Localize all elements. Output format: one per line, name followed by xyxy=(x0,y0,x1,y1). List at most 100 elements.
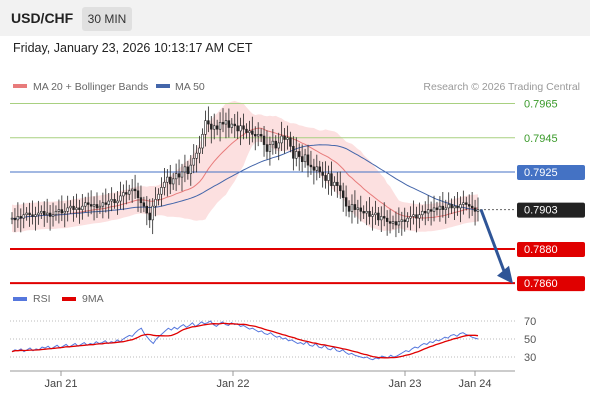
candle-body xyxy=(459,204,462,209)
candle-body xyxy=(113,199,116,204)
level-label-0.7880: 0.7880 xyxy=(524,244,558,256)
bollinger-bands xyxy=(12,100,478,233)
candle-body xyxy=(298,151,301,157)
candle-body xyxy=(321,171,324,176)
candle-body xyxy=(467,204,471,207)
candle-body xyxy=(110,199,113,202)
candle-body xyxy=(300,156,304,163)
candle-body xyxy=(25,212,28,216)
candle-body xyxy=(31,214,34,217)
candle-body xyxy=(424,211,427,214)
candle-body xyxy=(473,207,477,212)
candle-body xyxy=(438,205,442,210)
candle-body xyxy=(365,211,368,214)
candle-body xyxy=(163,181,166,188)
candle-body xyxy=(145,205,149,214)
candle-body xyxy=(157,193,160,200)
candle-body xyxy=(426,209,430,214)
candle-body xyxy=(254,134,257,137)
candle-body xyxy=(48,212,52,217)
candle-body xyxy=(432,207,436,212)
top-bar: USD/CHF 30 MIN xyxy=(0,0,590,36)
candle-body xyxy=(104,202,107,205)
candle-body xyxy=(174,173,178,180)
candle-body xyxy=(242,125,245,130)
candle-body xyxy=(256,134,260,137)
candle-body xyxy=(215,125,219,130)
candle-body xyxy=(213,125,216,130)
candle-body xyxy=(186,166,190,174)
candle-body xyxy=(394,221,398,226)
candle-body xyxy=(195,152,198,159)
candle-body xyxy=(34,214,37,217)
candle-body xyxy=(66,207,69,212)
candle-body xyxy=(356,207,360,210)
candle-body xyxy=(22,214,25,219)
candle-body xyxy=(107,200,110,205)
candle-body xyxy=(183,166,187,173)
candle-body xyxy=(447,204,450,209)
candle-body xyxy=(462,202,465,205)
candle-body xyxy=(465,202,468,205)
timestamp: Friday, January 23, 2026 10:13:17 AM CET xyxy=(13,41,253,55)
candle-body xyxy=(57,209,61,212)
candle-body xyxy=(84,202,87,207)
candle-body xyxy=(388,221,392,224)
candle-body xyxy=(400,219,404,222)
candle-body xyxy=(327,173,330,181)
candle-body xyxy=(385,217,389,222)
ma20-legend-label: MA 20 + Bollinger Bands xyxy=(33,81,148,93)
candle-body xyxy=(391,221,395,224)
candle-body xyxy=(122,192,125,197)
rsi-tick-70: 70 xyxy=(524,316,536,328)
ma50-line xyxy=(11,144,479,220)
candle-body xyxy=(362,211,365,214)
moving-averages xyxy=(11,127,479,220)
candle-body xyxy=(166,176,169,183)
candle-body xyxy=(368,211,371,217)
candle-body xyxy=(92,204,96,207)
candle-body xyxy=(380,216,383,221)
candle-body xyxy=(312,166,316,171)
x-tick-label: Jan 24 xyxy=(458,378,491,390)
candle-body xyxy=(171,178,175,185)
candle-body xyxy=(233,123,236,127)
level-badge-0.7860 xyxy=(517,276,585,292)
candle-body xyxy=(470,205,474,209)
candle-body xyxy=(359,207,362,212)
candle-body xyxy=(289,137,292,147)
candle-body xyxy=(315,166,319,171)
candle-body xyxy=(75,207,78,210)
candle-body xyxy=(330,173,333,186)
candle-body xyxy=(119,195,122,202)
candle-body xyxy=(280,135,283,144)
candlesticks xyxy=(10,106,480,238)
candle-body xyxy=(60,209,64,214)
candle-body xyxy=(218,122,222,130)
candle-body xyxy=(13,217,17,221)
candle-body xyxy=(227,120,231,128)
candle-body xyxy=(207,120,210,125)
ma20-legend-swatch xyxy=(13,84,27,88)
candle-body xyxy=(456,205,459,209)
candle-body xyxy=(177,173,181,178)
ma20-line xyxy=(11,127,479,220)
candle-body xyxy=(303,154,307,163)
x-tick-label: Jan 21 xyxy=(44,378,77,390)
timeframe-button[interactable]: 30 MIN xyxy=(82,7,132,31)
candle-body xyxy=(295,151,298,159)
candle-body xyxy=(262,135,266,145)
candle-body xyxy=(139,197,143,204)
candle-body xyxy=(453,205,456,209)
candle-body xyxy=(192,157,195,166)
candle-body xyxy=(377,212,380,221)
candle-body xyxy=(374,212,377,216)
rsi-legend-label: RSI xyxy=(33,293,51,305)
candle-body xyxy=(350,204,354,212)
candle-body xyxy=(236,125,239,132)
candle-body xyxy=(63,211,66,214)
candle-body xyxy=(283,135,286,140)
candle-body xyxy=(239,125,242,132)
level-badge-0.7903 xyxy=(517,202,585,218)
candle-body xyxy=(347,205,351,212)
